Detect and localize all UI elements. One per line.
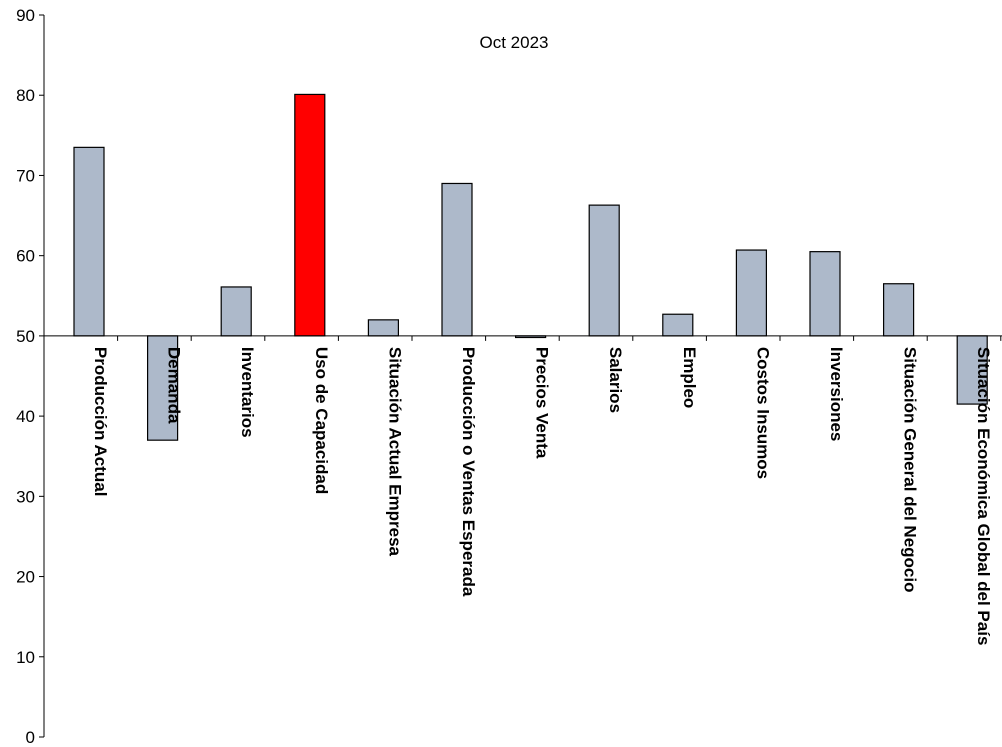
- category-label-8: Empleo: [680, 347, 699, 408]
- bar-10: [809, 251, 841, 337]
- y-tick-label: 40: [16, 407, 35, 426]
- bar-2: [220, 286, 252, 337]
- category-label-1: Demanda: [165, 347, 184, 424]
- bars-layer: [73, 93, 988, 441]
- bar-7: [588, 204, 620, 337]
- category-label-4: Situación Actual Empresa: [385, 347, 404, 557]
- y-tick-label: 50: [16, 327, 35, 346]
- category-label-10: Inversiones: [827, 347, 846, 442]
- y-tick-label: 10: [16, 648, 35, 667]
- y-tick-label: 60: [16, 247, 35, 266]
- bar-4: [367, 319, 399, 337]
- bar-9: [735, 249, 768, 337]
- y-tick-label: 70: [16, 166, 35, 185]
- y-tick-label: 80: [16, 86, 35, 105]
- bar-11: [882, 283, 915, 337]
- bar-3: [294, 93, 326, 337]
- category-label-6: Precios Venta: [533, 347, 552, 459]
- y-tick-label: 0: [26, 728, 35, 747]
- category-label-0: Producción Actual: [91, 347, 110, 497]
- y-tick-label: 90: [16, 6, 35, 25]
- labels-layer: Producción Actual Demanda Inventarios Uso d…: [91, 347, 993, 646]
- category-label-5: Producción o Ventas Esperada: [459, 347, 478, 597]
- axes-layer: 0 10 20 30 40 50 60 70 80 90: [16, 6, 1002, 747]
- category-label-2: Inventarios: [238, 347, 257, 438]
- category-label-12: Situación Económica Global del País: [974, 347, 993, 646]
- bar-0: [73, 146, 105, 337]
- bar-1: [147, 335, 179, 441]
- category-label-11: Situación General del Negocio: [901, 347, 920, 593]
- y-tick-label: 20: [16, 568, 35, 587]
- chart-title: Oct 2023: [480, 33, 549, 52]
- bar-5: [441, 182, 473, 337]
- category-label-9: Costos Insumos: [753, 347, 772, 479]
- y-tick-label: 30: [16, 487, 35, 506]
- category-label-7: Salarios: [606, 347, 625, 413]
- category-label-3: Uso de Capacidad: [312, 347, 331, 494]
- bar-8: [662, 313, 694, 337]
